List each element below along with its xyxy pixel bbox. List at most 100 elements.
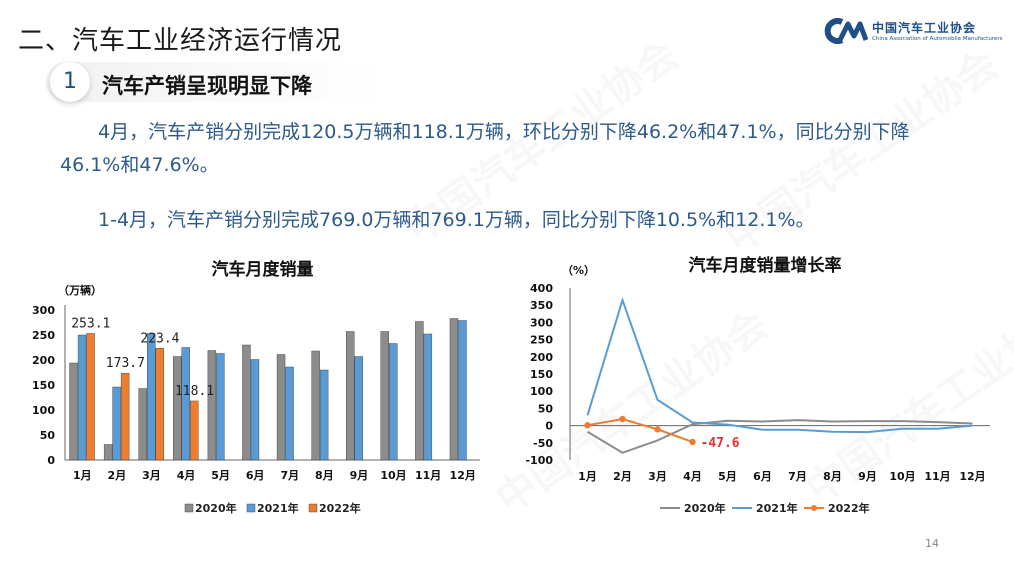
monthly-sales-bar-chart: 汽车月度销量 （万辆） 0 50 100 150 200 250 300 1月 2月 3月 4月 5月 6月…	[32, 259, 480, 515]
bar-2021年-9月	[354, 356, 363, 461]
y-tick-label: 50	[538, 402, 554, 415]
y-tick-label: 200	[530, 351, 553, 364]
x-tick-label: 4月	[177, 469, 196, 482]
page-number: 14	[925, 537, 939, 550]
y-tick-label: -50	[533, 437, 553, 450]
x-tick-label: 11月	[415, 469, 441, 482]
line-point	[654, 426, 661, 433]
bar-2021年-3月	[147, 333, 156, 461]
chart-title: 汽车月度销量增长率	[689, 255, 842, 276]
x-tick-label: 4月	[683, 470, 702, 483]
line-series-2021年	[586, 296, 973, 434]
logo-chinese-name: 中国汽车工业协会	[872, 21, 977, 35]
x-tick-label: 8月	[315, 469, 334, 482]
legend-label: 2020年	[684, 501, 726, 515]
monthly-growth-line-chart: 汽车月度销量增长率 （%） -100 -50 0 50 100 150 200 250 300 350…	[525, 255, 990, 515]
x-tick-label: 2月	[613, 470, 632, 483]
y-tick-label: 400	[530, 282, 553, 295]
section-banner	[46, 62, 386, 102]
x-tick-label: 5月	[718, 470, 737, 483]
bar-2020年-8月	[311, 350, 320, 461]
bar-2020年-4月	[173, 356, 182, 461]
y-tick-label: 200	[32, 354, 55, 367]
data-label: -47.6	[701, 436, 740, 451]
section-title: 汽车产销呈现明显下降	[102, 74, 312, 98]
x-tick-label: 10月	[380, 469, 406, 482]
y-tick-label: 0	[545, 420, 553, 433]
y-tick-label: 300	[32, 304, 55, 317]
bar-2021年-8月	[319, 369, 329, 461]
paragraph-april-summary: 4月，汽车产销分别完成120.5万辆和118.1万辆，环比分别下降46.2%和4…	[60, 121, 910, 176]
bar-2020年-10月	[380, 331, 389, 461]
y-tick-label: 350	[530, 299, 553, 312]
bar-2020年-6月	[242, 344, 251, 461]
bar-2020年-11月	[415, 321, 424, 461]
y-tick-label: 50	[40, 429, 56, 442]
bar-2021年-6月	[250, 359, 260, 461]
bar-2020年-1月	[69, 362, 78, 461]
x-tick-label: 8月	[823, 470, 842, 483]
legend-label: 2022年	[828, 501, 870, 515]
logo: 中国汽车工业协会 China Association of Automobile…	[822, 16, 1002, 48]
x-tick-label: 6月	[753, 470, 772, 483]
bar-2022年-2月	[120, 372, 130, 461]
legend-swatch	[246, 503, 256, 513]
bar-2020年-5月	[207, 350, 217, 461]
bar-2021年-12月	[458, 320, 467, 461]
line-series-2022年	[587, 418, 693, 443]
x-tick-label: 3月	[142, 469, 161, 482]
x-tick-label: 3月	[648, 470, 667, 483]
legend-label: 2021年	[756, 501, 798, 515]
y-tick-label: 0	[47, 454, 55, 467]
data-label: 223.4	[140, 331, 179, 346]
bar-2020年-12月	[449, 318, 459, 461]
bar-2021年-5月	[216, 353, 225, 461]
x-tick-label: 1月	[73, 469, 92, 482]
x-tick-label: 7月	[280, 469, 299, 482]
bar-2021年-2月	[112, 386, 121, 461]
x-tick-label: 10月	[889, 470, 915, 483]
x-tick-label: 9月	[350, 469, 369, 482]
y-tick-label: 150	[530, 368, 553, 381]
legend-swatch	[184, 503, 194, 513]
data-label: 173.7	[106, 356, 145, 371]
logo-english-name: China Association of Automobile Manufact…	[872, 36, 1003, 42]
bar-2022年-3月	[155, 348, 164, 461]
paragraph-ytd-summary: 1-4月，汽车产销分别完成769.0万辆和769.1万辆，同比分别下降10.5%…	[98, 209, 815, 231]
bar-2022年-1月	[86, 333, 95, 461]
line-point	[689, 438, 696, 446]
y-tick-label: 250	[530, 334, 553, 347]
line-point	[619, 415, 626, 423]
x-tick-label: 5月	[211, 469, 230, 482]
x-tick-label: 2月	[108, 469, 127, 482]
line-series-2020年	[586, 419, 973, 454]
bar-2021年-11月	[423, 333, 433, 461]
y-tick-label: 100	[32, 404, 55, 417]
y-axis-unit: （万辆）	[58, 283, 102, 297]
section-number: 1	[50, 62, 90, 102]
y-tick-label: 100	[530, 385, 553, 398]
x-tick-label: 1月	[578, 470, 597, 483]
legend-label: 2022年	[319, 501, 361, 515]
bar-2021年-10月	[389, 343, 398, 461]
caam-logo-icon	[824, 18, 868, 44]
legend-label: 2021年	[257, 501, 299, 515]
x-tick-label: 6月	[246, 469, 265, 482]
line-point	[584, 422, 591, 429]
bar-2020年-9月	[346, 331, 355, 461]
x-tick-label: 9月	[858, 470, 877, 483]
legend-swatch-marker	[811, 505, 817, 511]
y-tick-label: -100	[525, 454, 553, 467]
bar-2020年-2月	[103, 444, 113, 461]
chart-title: 汽车月度销量	[212, 259, 314, 280]
x-tick-label: 11月	[924, 470, 950, 483]
x-tick-label: 7月	[788, 470, 807, 483]
data-label: 118.1	[175, 384, 214, 399]
y-axis-unit: （%）	[562, 264, 595, 277]
bar-2020年-7月	[276, 354, 286, 461]
bar-2021年-1月	[77, 334, 87, 461]
y-tick-label: 150	[32, 379, 55, 392]
x-tick-label: 12月	[450, 469, 476, 482]
legend-label: 2020年	[195, 501, 237, 515]
bar-2021年-7月	[285, 366, 294, 461]
